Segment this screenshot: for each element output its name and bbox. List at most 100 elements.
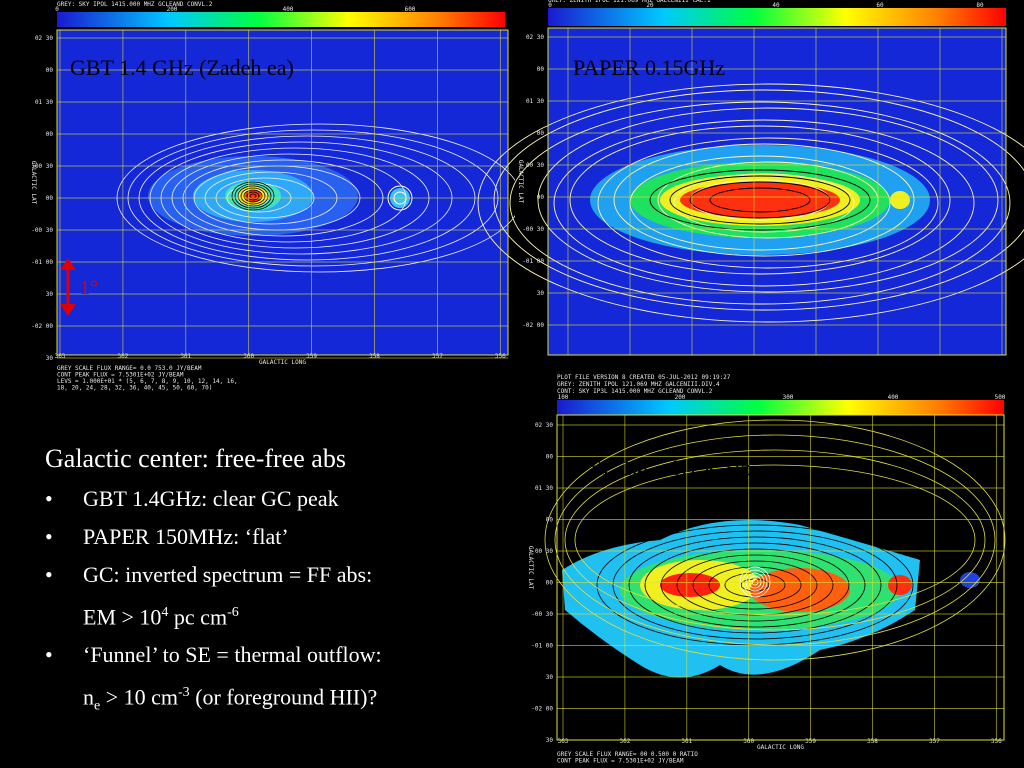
bullet-text: e — [94, 699, 101, 715]
colorbar-tick: 400 — [888, 394, 899, 401]
shape — [509, 101, 1011, 305]
x-axis-label: GALACTIC LONG — [259, 359, 306, 366]
shape — [553, 119, 975, 287]
y-tick-label: -02 00 — [31, 323, 53, 330]
x-tick-label: 363 — [558, 738, 569, 745]
x-tick-label: 360 — [243, 353, 254, 360]
x-tick-label: 361 — [180, 353, 191, 360]
plot-footer: 18, 20, 24, 28, 32, 36, 40, 45, 50, 60, … — [57, 385, 212, 392]
y-axis-label: GALACTIC LAT — [527, 546, 534, 590]
bullet-text: pc cm — [168, 604, 228, 630]
y-tick-label: -02 00 — [522, 322, 544, 329]
bullet-text: n — [83, 684, 94, 710]
arrow-head — [60, 258, 76, 316]
colorbar-tick: 300 — [783, 394, 794, 401]
y-tick-label: 30 — [546, 674, 554, 681]
shape — [234, 183, 272, 209]
y-tick-label: 00 — [546, 580, 554, 587]
colorbar-tick: 400 — [283, 6, 294, 13]
bullet: PAPER 150MHz: ‘flat’ — [45, 518, 382, 556]
bullet-text: -3 — [178, 685, 190, 701]
bullet-text: ‘Funnel’ to SE = thermal outflow: — [83, 642, 382, 668]
y-tick-label: 30 — [46, 291, 54, 298]
bullet-text: (or foreground HII)? — [189, 684, 378, 710]
shape — [596, 524, 914, 646]
y-tick-label: -00 30 — [531, 611, 553, 618]
y-tick-label: 02 30 — [35, 35, 53, 42]
shape — [669, 175, 851, 225]
plot-footer: CONT PEAK FLUX = 7.5301E+02 JY/BEAM — [557, 758, 684, 765]
colorbar-tick: 600 — [405, 6, 416, 13]
shape — [246, 191, 260, 201]
map-border — [547, 27, 1007, 356]
colorbar-tick: 200 — [167, 6, 178, 13]
shape — [750, 568, 850, 612]
bullet-text: GC: inverted spectrum = FF abs: — [83, 562, 373, 587]
shape — [709, 187, 811, 213]
colorbar-tick: 20 — [646, 2, 654, 9]
y-tick-label: 00 — [537, 66, 545, 73]
colorbar-tick: 100 — [558, 394, 569, 401]
bullet-text: GBT 1.4GHz: clear GC peak — [83, 486, 339, 511]
y-tick-label: 00 30 — [526, 162, 544, 169]
x-tick-label: 357 — [929, 738, 940, 745]
shape — [745, 572, 765, 592]
bullet-text: -6 — [227, 605, 239, 620]
shape — [237, 185, 269, 207]
shape — [890, 191, 910, 209]
shape — [477, 83, 1024, 323]
y-axis-label: GALACTIC LAT — [517, 160, 524, 204]
shape — [660, 548, 850, 622]
shape — [751, 578, 759, 586]
colorbar-tick: 500 — [995, 394, 1006, 401]
colorbar — [57, 12, 505, 27]
plot-footer: GREY SCALE FLUX RANGE= 0.0 753.0 JY/BEAM — [57, 365, 202, 372]
bullet-text: > 10 cm — [100, 684, 179, 710]
y-tick-label: 01 30 — [526, 98, 544, 105]
plot-footer: LEVS = 1.000E+01 * (5, 6, 7, 8, 9, 10, 1… — [57, 378, 238, 385]
plot-header: PLOT FILE VERSION 8 CREATED 05-JUL-2012 … — [557, 374, 731, 381]
scale-label: 1° — [80, 277, 98, 299]
shape — [689, 181, 831, 219]
y-tick-label: 00 — [546, 454, 554, 461]
bullet-text: PAPER 150MHz: ‘flat’ — [83, 524, 289, 549]
x-tick-label: 361 — [681, 738, 692, 745]
x-tick-label: 363 — [55, 353, 66, 360]
bullet: GBT 1.4GHz: clear GC peak — [45, 480, 382, 518]
shape — [660, 573, 720, 597]
panel-label: PAPER 0.15GHz — [573, 55, 725, 80]
y-tick-label: -01 00 — [522, 258, 544, 265]
shape — [544, 419, 1006, 661]
x-tick-label: 356 — [991, 738, 1002, 745]
y-axis-label: GALACTIC LAT — [30, 161, 37, 205]
y-tick-label: 02 30 — [526, 34, 544, 41]
y-tick-label: -00 30 — [522, 226, 544, 233]
colorbar-tick: 0 — [55, 6, 59, 13]
y-tick-label: -01 00 — [531, 643, 553, 650]
y-tick-label: 00 — [46, 195, 54, 202]
shape — [597, 137, 939, 269]
bullet: ‘Funnel’ to SE = thermal outflow: ne > 10… — [45, 636, 382, 726]
y-tick-label: 30 — [537, 290, 545, 297]
y-tick-label: 00 30 — [535, 548, 553, 555]
shape — [537, 107, 999, 293]
colorbar-tick: 80 — [976, 2, 984, 9]
shape — [888, 575, 912, 595]
plot-header: GREY: ZENITH IPOL 121.069 MHZ GALCENIII … — [548, 0, 711, 4]
y-tick-label: 00 30 — [35, 163, 53, 170]
shape — [243, 189, 263, 203]
plot-header: GREY: SKY IPOL 1415.000 MHZ GCLEAND CONV… — [57, 1, 213, 8]
colorbar — [548, 8, 1006, 26]
y-tick-label: 00 — [546, 517, 554, 524]
panel-label: SI: 1.4 – 0.15GHz — [590, 455, 751, 480]
shape — [231, 181, 275, 211]
shape — [554, 434, 996, 646]
y-tick-label: 01 30 — [35, 99, 53, 106]
plot-header: CONT: SKY IP3L 1415.000 MHZ GCLEAND CONV… — [557, 388, 713, 395]
plot-header: GREY: ZENITH IPOL 121.069 MHZ GALCENIII.… — [557, 381, 720, 388]
x-tick-label: 362 — [117, 353, 128, 360]
shape — [628, 536, 882, 634]
shape — [613, 143, 915, 257]
